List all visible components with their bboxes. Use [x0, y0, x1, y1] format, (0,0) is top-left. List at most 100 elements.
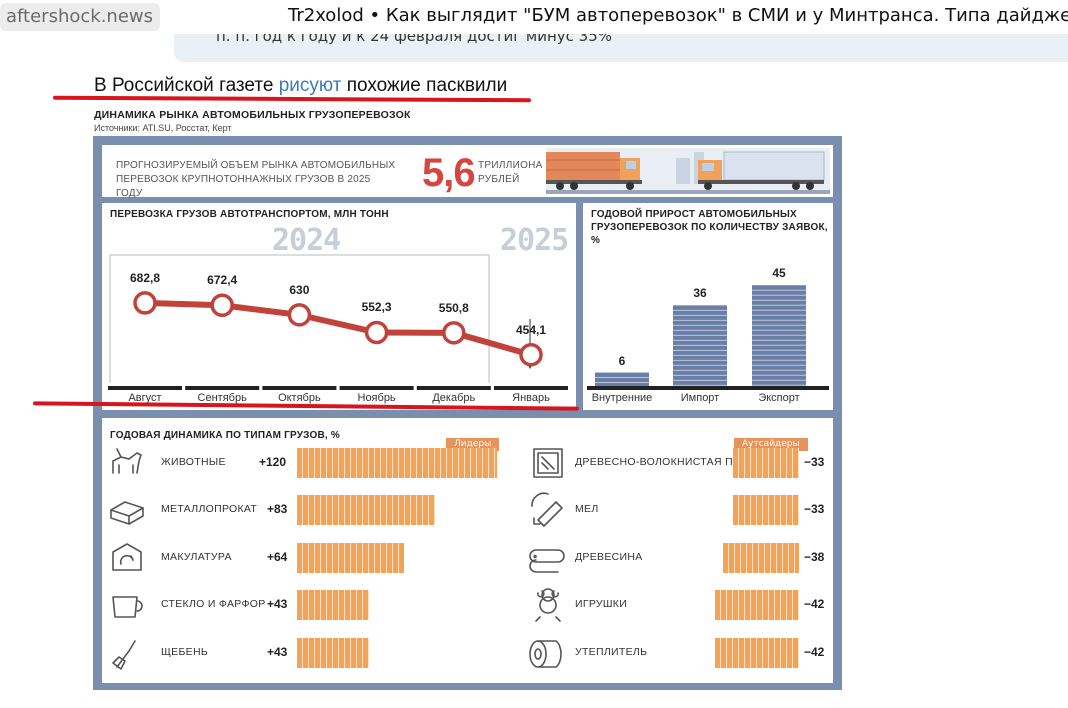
data-point [210, 293, 234, 318]
line-chart-title: ПЕРЕВОЗКА ГРУЗОВ АВТОТРАНСПОРТОМ, МЛН ТО… [110, 209, 389, 220]
browser-header: aftershock.news Tr2xolod • Как выглядит … [0, 0, 1068, 34]
page-title: Tr2xolod • Как выглядит "БУМ автоперевоз… [288, 5, 1068, 26]
data-point [364, 320, 389, 345]
bar-value-label: 6 [618, 353, 626, 368]
leader-bar [297, 590, 369, 620]
post-heading: В Российской газете рисуют похожие паскв… [94, 75, 507, 97]
month-label: Август [128, 392, 162, 404]
bar-category-label: Импорт [680, 392, 720, 404]
leader-value: +64 [267, 550, 288, 564]
leader-value: +43 [267, 597, 288, 611]
point-value-label: 454,1 [515, 322, 547, 337]
infographic-sources: Источники: ATI.SU, Росстат, Керт [94, 123, 232, 133]
market-caption-line2: ПЕРЕВОЗОК КРУПНОТОННАЖНЫХ ГРУЗОВ В 2025 … [116, 174, 371, 199]
market-caption-line1: ПРОГНОЗИРУЕМЫЙ ОБЪЕМ РЫНКА АВТОМОБИЛЬНЫХ [116, 160, 396, 171]
leader-value: +120 [259, 455, 287, 469]
line-chart-box: ПЕРЕВОЗКА ГРУЗОВ АВТОТРАНСПОРТОМ, МЛН ТО… [102, 203, 576, 410]
leader-bar [297, 448, 497, 478]
outsider-value: −33 [804, 455, 825, 469]
data-point [442, 321, 466, 345]
axis-segment [494, 386, 568, 390]
insulation-roll-icon [529, 640, 562, 668]
cup-icon [112, 596, 143, 618]
outsider-value: −42 [804, 645, 825, 659]
axis-segment [339, 386, 414, 390]
chalk-icon [531, 492, 563, 527]
point-value-label: 552,3 [361, 300, 392, 315]
outsider-label: ДРЕВЕСНО-ВОЛОКНИСТАЯ ПЛИТА [575, 456, 762, 468]
point-value-label: 682,8 [129, 270, 161, 285]
metal-beam-icon [110, 501, 144, 525]
month-label: Январь [512, 392, 550, 404]
bar [673, 305, 727, 386]
market-value: 5,6 [422, 151, 476, 195]
recycle-box-icon [112, 543, 142, 571]
month-label: Октябрь [278, 392, 321, 404]
bar-fill [595, 372, 649, 386]
leader-label: ЩЕБЕНЬ [161, 646, 209, 658]
data-point [519, 342, 543, 367]
leader-label: МАКУЛАТУРА [161, 551, 232, 563]
trucks-illustration [546, 148, 830, 194]
outsider-label: УТЕПЛИТЕЛЬ [575, 646, 648, 658]
month-label: Декабрь [432, 392, 476, 404]
bar-chart-title: ГОДОВОЙ ПРИРОСТ АВТОМОБИЛЬНЫХ ГРУЗОПЕРЕВ… [591, 208, 833, 247]
bar-chart [587, 285, 829, 390]
leader-label: СТЕКЛО И ФАРФОР [161, 598, 266, 610]
outsider-value: −33 [804, 502, 825, 516]
bar [752, 285, 806, 386]
market-caption: ПРОГНОЗИРУЕМЫЙ ОБЪЕМ РЫНКА АВТОМОБИЛЬНЫХ… [116, 159, 396, 201]
heading-text-end: похожие пасквили [341, 75, 508, 96]
bar-chart-box: ГОДОВОЙ ПРИРОСТ АВТОМОБИЛЬНЫХ ГРУЗОПЕРЕВ… [583, 203, 833, 410]
leaders-tag: Лидеры [446, 438, 500, 451]
bar-category-label: Внутренние [591, 392, 653, 404]
axis-segment [416, 386, 491, 390]
leader-value: +43 [267, 645, 288, 659]
heading-link[interactable]: рисуют [278, 75, 342, 96]
month-label: Ноябрь [357, 392, 396, 404]
infographic-title: ДИНАМИКА РЫНКА АВТОМОБИЛЬНЫХ ГРУЗОПЕРЕВО… [94, 109, 411, 121]
bar-chart-title-line2: ГРУЗОПЕРЕВОЗОК ПО КОЛИЧЕСТВУ ЗАЯВОК, % [591, 222, 828, 246]
quote-text: п. п. год к году и к 24 февраля достиг м… [216, 34, 613, 45]
outsider-bar [733, 495, 799, 525]
site-link[interactable]: aftershock.news [0, 3, 160, 31]
outsider-label: ИГРУШКИ [575, 598, 628, 610]
dog-icon [112, 448, 142, 474]
outsider-label: ДРЕВЕСИНА [575, 551, 643, 563]
outsider-bar [715, 638, 799, 668]
heading-text-start: В Российской газете [94, 75, 279, 96]
point-value-label: 630 [289, 282, 310, 297]
outsider-bar [733, 448, 799, 478]
series-line [144, 299, 532, 358]
market-unit-line2: РУБЛЕЙ [478, 174, 520, 185]
point-value-label: 672,4 [207, 273, 238, 288]
leader-bar [297, 495, 436, 525]
market-unit: ТРИЛЛИОНА РУБЛЕЙ [478, 159, 543, 187]
leader-label: ЖИВОТНЫЕ [161, 456, 226, 468]
leader-value: +83 [267, 502, 288, 516]
bar-axis [587, 386, 829, 390]
bracket-2024 [109, 254, 490, 383]
year-2024-label: 2024 [272, 223, 341, 258]
logs-icon [529, 549, 565, 573]
fiberboard-icon [533, 448, 563, 478]
market-forecast-box: ПРОГНОЗИРУЕМЫЙ ОБЪЕМ РЫНКА АВТОМОБИЛЬНЫХ… [102, 145, 833, 199]
line-chart [108, 254, 568, 390]
teddy-bear-icon [535, 588, 561, 622]
leader-bar [297, 543, 404, 573]
bar-category-label: Экспорт [758, 392, 800, 404]
market-unit-line1: ТРИЛЛИОНА [478, 160, 543, 171]
bar-chart-title-line1: ГОДОВОЙ ПРИРОСТ АВТОМОБИЛЬНЫХ [591, 209, 797, 220]
outsider-value: −38 [804, 550, 825, 564]
shovel-icon [112, 640, 136, 670]
outsider-bar [715, 590, 799, 620]
data-point [287, 303, 312, 327]
data-point [133, 291, 157, 315]
leader-label: МЕТАЛЛОПРОКАТ [161, 503, 258, 515]
bar-value-label: 45 [772, 266, 786, 281]
outsiders-tag: Аутсайдеры [734, 438, 808, 451]
outsider-bar [723, 543, 799, 573]
month-label: Сентябрь [197, 392, 247, 404]
axis-segment [262, 386, 337, 390]
point-value-label: 550,8 [438, 300, 469, 315]
